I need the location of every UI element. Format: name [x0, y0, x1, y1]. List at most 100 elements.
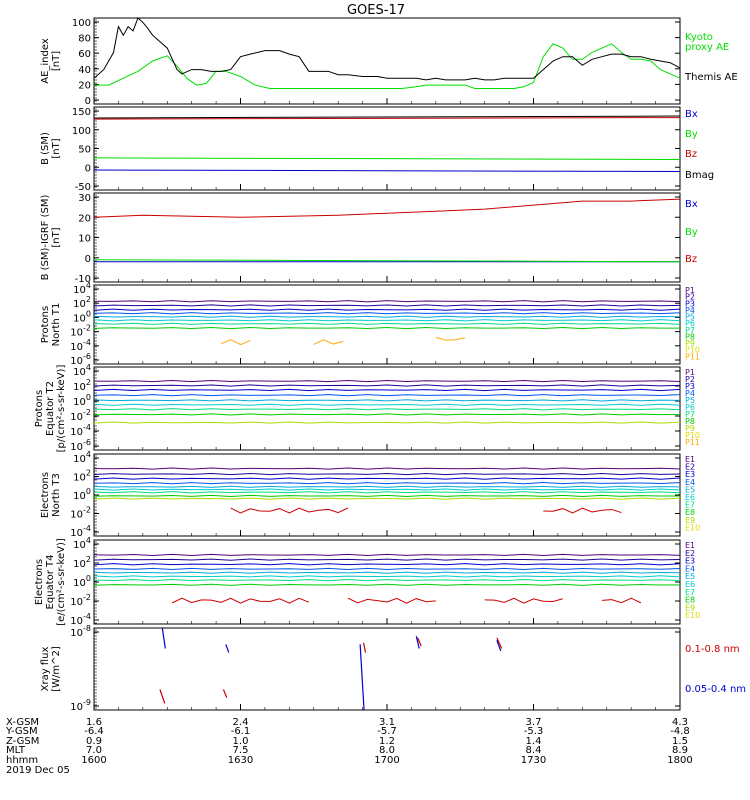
channel-line: [93, 477, 681, 480]
ephemeris-label: Y-GSM: [5, 726, 38, 737]
legend-entry: Bx: [685, 109, 698, 120]
y-axis-label: Xray flux: [40, 647, 51, 692]
ephemeris-label: X-GSM: [6, 717, 39, 728]
y-tick-label: 10-9: [70, 698, 91, 713]
legend-entry: P4: [685, 306, 695, 315]
gap-channel-line: [601, 597, 642, 604]
legend-entry: P7: [685, 326, 695, 335]
legend-entry: P9: [685, 424, 695, 433]
ephemeris-value: 1800: [667, 755, 692, 766]
panel-frame: [93, 17, 681, 105]
channel-line: [93, 322, 681, 325]
y-axis-label: [W/m^2]: [51, 646, 62, 692]
y-tick-label: 10-2: [70, 324, 91, 339]
ephemeris-value: 2.4: [233, 717, 249, 728]
legend-entry: E6: [685, 493, 695, 502]
y-tick-label: 150: [72, 107, 91, 118]
legend-entry: P11: [685, 352, 700, 361]
ephemeris-value: 8.0: [379, 745, 395, 756]
gap-channel-line: [230, 507, 349, 514]
legend-entry: E5: [685, 485, 695, 494]
y-axis-label: [e/(cm²-s-sr-keV)]: [56, 538, 67, 626]
legend-entry: P5: [685, 396, 695, 405]
gap-channel-line: [347, 597, 436, 604]
legend-entry: P10: [685, 431, 700, 440]
panel-bdiff: 30 20 10 0 -10 B (SM)-IGRF (SM) [nT] Bx By Bz: [40, 192, 698, 285]
legend-entry: E9: [685, 516, 695, 525]
panel-frame: [93, 106, 681, 191]
legend-entry: E7: [685, 588, 695, 597]
legend-entry: Bx: [685, 199, 698, 210]
y-axis-label: Equator T4: [45, 555, 56, 610]
gap-channel-line: [435, 336, 466, 341]
y-tick-label: 20: [78, 213, 91, 224]
legend-entry: E10: [685, 523, 700, 532]
channel-line: [93, 300, 681, 303]
y-tick-label: 10-4: [70, 423, 91, 438]
legend-entry: E2: [685, 549, 695, 558]
y-axis-label: [nT]: [51, 138, 62, 158]
y-tick-label: 10-4: [70, 338, 91, 353]
legend-entry: P10: [685, 346, 700, 355]
legend-entry: P8: [685, 332, 695, 341]
channel-line: [93, 315, 681, 318]
series-line: [93, 169, 681, 173]
y-axis-label: North T1: [51, 303, 62, 347]
series-segment: [359, 644, 365, 711]
channel-line: [93, 488, 681, 491]
legend-entry: P6: [685, 403, 695, 412]
channel-line: [93, 319, 681, 322]
ephemeris-value: 1.6: [86, 717, 102, 728]
ephemeris-value: 7.5: [233, 745, 249, 756]
series-segment: [222, 689, 228, 698]
y-tick-label: 10-2: [70, 408, 91, 423]
legend-entry: E1: [685, 455, 695, 464]
series-line: [93, 115, 681, 119]
ephemeris-value: 3.7: [526, 717, 542, 728]
legend-entry: By: [685, 227, 698, 238]
legend-entry: E2: [685, 463, 695, 472]
y-tick-label: 30: [78, 193, 91, 204]
channel-line: [93, 567, 681, 571]
y-tick-label: 0: [85, 163, 91, 174]
legend-entry: P3: [685, 299, 695, 308]
y-tick-label: 0: [85, 254, 91, 265]
legend-entry: E3: [685, 470, 695, 479]
gap-channel-line: [220, 339, 251, 346]
legend-entry: P11: [685, 438, 700, 447]
channel-line: [93, 408, 681, 411]
series-line: [93, 259, 681, 263]
y-tick-label: 100: [73, 309, 91, 324]
ephemeris-value: 1730: [521, 755, 546, 766]
panel-frame: [93, 627, 681, 711]
channel-line: [93, 379, 681, 383]
legend-entry: proxy AE: [685, 42, 729, 53]
channel-line: [93, 579, 681, 582]
legend-entry: E4: [685, 564, 695, 573]
legend-entry: 0.05-0.4 nm: [685, 684, 746, 695]
ephemeris-value: 3.1: [379, 717, 395, 728]
legend-entry: E6: [685, 580, 695, 589]
legend-entry: E9: [685, 603, 695, 612]
ephemeris-value: -4.8: [670, 726, 690, 737]
panel-frame: [93, 284, 681, 365]
ephemeris-value: 7.0: [86, 745, 102, 756]
channel-line: [93, 482, 681, 485]
series-segment: [161, 627, 166, 649]
channel-line: [93, 583, 681, 586]
legend-entry: E7: [685, 501, 695, 510]
y-axis-label: AE_index: [40, 38, 51, 84]
ephemeris-label: MLT: [6, 745, 26, 756]
ephemeris-label: hhmm: [6, 755, 38, 766]
channel-line: [93, 491, 681, 494]
channel-line: [93, 467, 681, 470]
legend-entry: Themis AE: [684, 72, 738, 83]
y-tick-label: 100: [72, 126, 91, 137]
channel-line: [93, 304, 681, 307]
legend-entry: E5: [685, 572, 695, 581]
y-axis-label: Electrons: [40, 472, 51, 518]
